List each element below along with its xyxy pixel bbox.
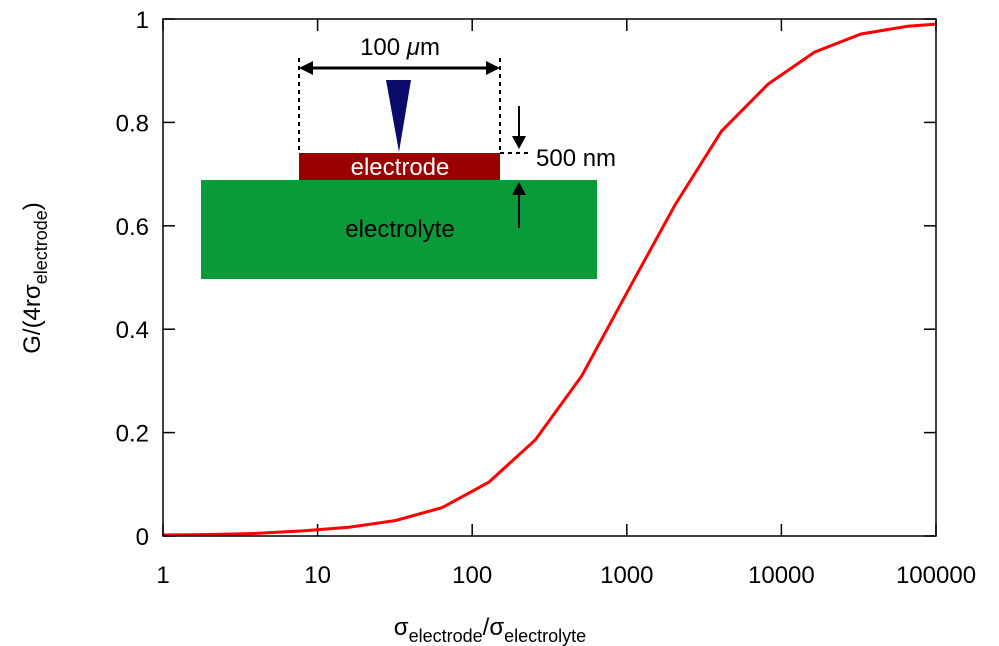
y-tick-label: 1: [136, 7, 149, 34]
arrow-head: [512, 136, 526, 149]
probe-tip: [386, 80, 411, 152]
y-tick-label: 0.8: [116, 110, 149, 137]
y-tick-label: 0.2: [116, 421, 149, 448]
width-value: 100: [360, 34, 407, 61]
electrolyte-block: [201, 180, 597, 279]
x-label-sub: electrolyte: [504, 626, 586, 646]
x-label-part: /σ: [483, 614, 505, 641]
y-label-sub: electrode: [31, 210, 51, 284]
arrow-head: [512, 182, 526, 195]
x-axis-label: σelectrode/σelectrolyte: [394, 614, 586, 646]
width-unit: m: [420, 34, 440, 61]
x-label-part: σ: [394, 614, 409, 641]
x-tick-label: 10000: [748, 562, 815, 589]
inset-diagram: 100 μm electrode 500 nm electrolyte: [201, 34, 616, 279]
width-label: 100 μm: [360, 34, 440, 61]
x-tick-label: 100: [452, 562, 492, 589]
x-tick-label: 1000: [600, 562, 653, 589]
arrow-head: [486, 61, 500, 75]
y-tick-label: 0: [136, 524, 149, 551]
x-tick-label: 10: [304, 562, 331, 589]
arrow-head: [299, 61, 313, 75]
x-label-sub: electrode: [409, 626, 483, 646]
y-label-part: ): [19, 202, 46, 210]
thickness-label: 500 nm: [536, 145, 616, 172]
width-unit-prefix: μ: [406, 34, 420, 61]
data-line: [162, 22, 937, 537]
y-tick-label: 0.6: [116, 214, 149, 241]
electrolyte-label: electrolyte: [345, 216, 454, 243]
x-tick-label: 1: [156, 562, 169, 589]
y-label-part: G/(4rσ: [19, 284, 46, 354]
electrode-block: [299, 153, 500, 180]
y-tick-label: 0.4: [116, 317, 149, 344]
electrode-label: electrode: [351, 154, 450, 181]
plot-frame: [162, 18, 937, 537]
x-tick-label: 100000: [896, 562, 976, 589]
y-axis-label: G/(4rσelectrode): [19, 202, 51, 354]
